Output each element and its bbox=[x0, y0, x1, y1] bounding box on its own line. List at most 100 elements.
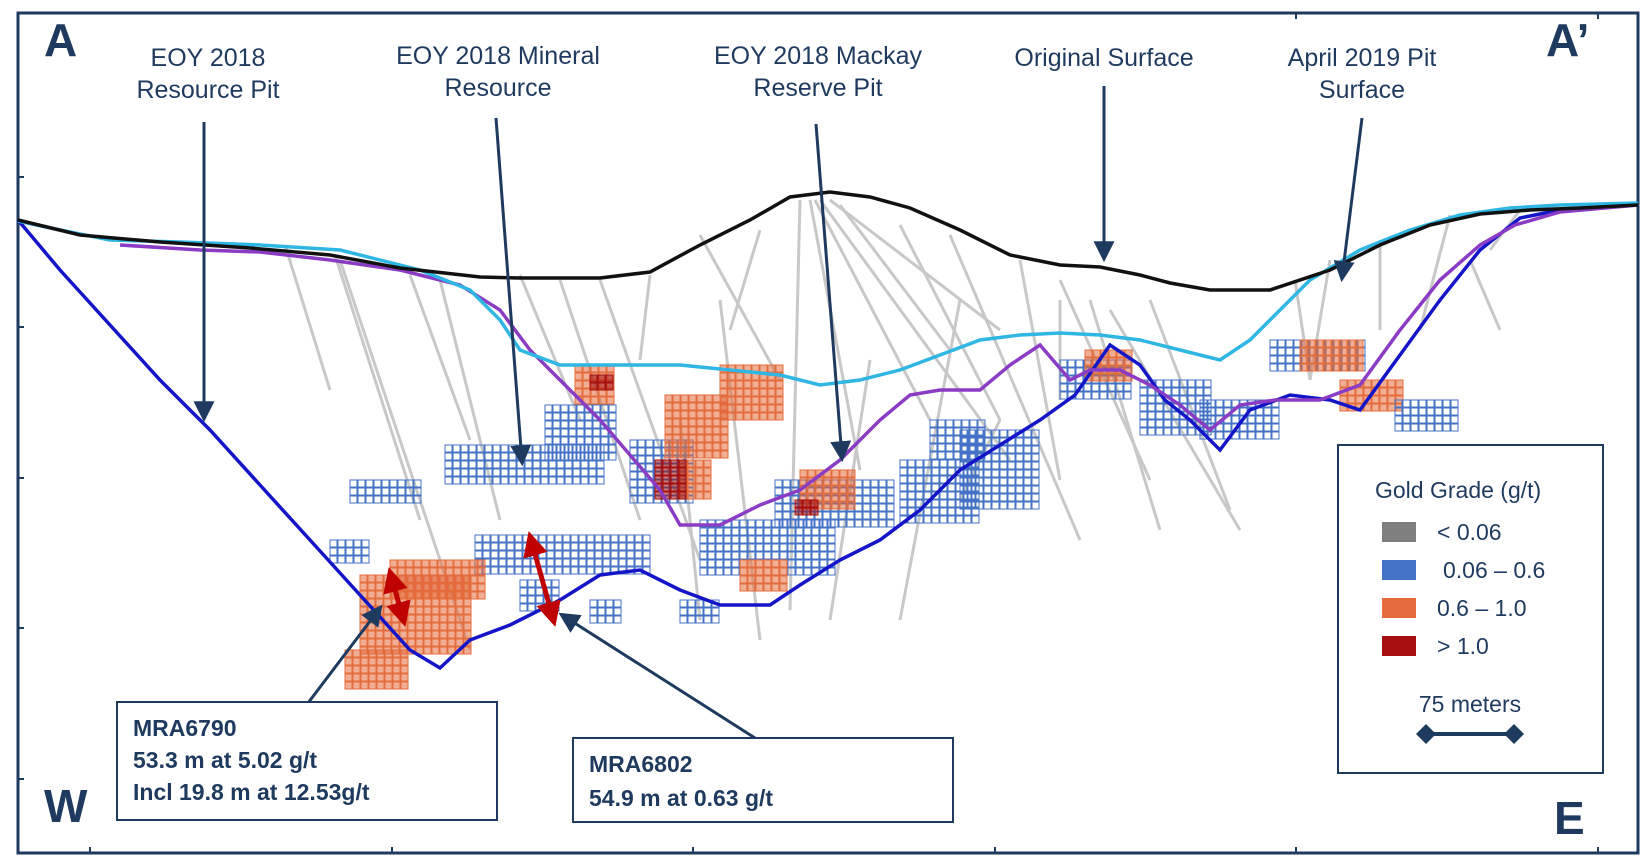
grade-block bbox=[774, 487, 783, 496]
grade-block bbox=[815, 477, 824, 486]
grade-block bbox=[735, 372, 744, 381]
grade-block bbox=[1223, 423, 1232, 432]
grade-block bbox=[823, 493, 832, 502]
grade-block bbox=[963, 515, 972, 524]
grade-block bbox=[415, 606, 424, 615]
grade-block bbox=[831, 469, 840, 478]
grade-block bbox=[375, 590, 384, 599]
grade-block bbox=[847, 469, 856, 478]
callout-text: Resource bbox=[445, 74, 552, 102]
grade-block bbox=[582, 388, 591, 397]
grade-block bbox=[1015, 437, 1024, 446]
drillhole-trace bbox=[1418, 214, 1452, 331]
grade-block bbox=[381, 479, 390, 488]
grade-block bbox=[1015, 501, 1024, 510]
grade-block bbox=[878, 487, 887, 496]
grade-block bbox=[703, 491, 712, 500]
grade-block bbox=[508, 468, 517, 477]
grade-block bbox=[597, 382, 606, 391]
grade-block bbox=[1108, 373, 1117, 382]
grade-block bbox=[1247, 431, 1256, 440]
grade-block bbox=[664, 442, 673, 451]
grade-block bbox=[1410, 415, 1419, 424]
grade-block bbox=[337, 547, 346, 556]
grade-block bbox=[461, 559, 470, 568]
grade-block bbox=[870, 495, 879, 504]
grade-block bbox=[975, 469, 984, 478]
grade-block bbox=[329, 547, 338, 556]
legend-title: Gold Grade (g/t) bbox=[1375, 477, 1541, 503]
grade-block bbox=[704, 394, 713, 403]
grade-block bbox=[991, 501, 1000, 510]
grade-block bbox=[1323, 363, 1332, 372]
grade-block bbox=[670, 459, 679, 468]
grade-block bbox=[586, 558, 595, 567]
callout-original-surface: Original Surface bbox=[1014, 44, 1194, 263]
grade-block bbox=[407, 574, 416, 583]
grade-block bbox=[381, 487, 390, 496]
grade-block bbox=[500, 476, 509, 485]
grade-block bbox=[586, 550, 595, 559]
grade-block bbox=[1139, 403, 1148, 412]
grade-block bbox=[688, 410, 697, 419]
grade-block bbox=[439, 630, 448, 639]
grade-block bbox=[1023, 461, 1032, 470]
grade-block bbox=[415, 614, 424, 623]
grade-block bbox=[482, 550, 491, 559]
grade-block bbox=[695, 459, 704, 468]
grade-block bbox=[570, 550, 579, 559]
grade-block bbox=[1203, 387, 1212, 396]
grade-block bbox=[715, 567, 724, 576]
grade-block bbox=[532, 452, 541, 461]
grade-block bbox=[1277, 363, 1286, 372]
grade-block bbox=[687, 459, 696, 468]
grade-block bbox=[439, 622, 448, 631]
grade-block bbox=[360, 665, 369, 674]
grade-block bbox=[899, 507, 908, 516]
grade-block bbox=[1031, 445, 1040, 454]
callout-text: Surface bbox=[1319, 76, 1405, 104]
drillhole-trace bbox=[598, 279, 702, 561]
grade-block bbox=[1269, 347, 1278, 356]
grade-block bbox=[367, 638, 376, 647]
grade-block bbox=[977, 435, 986, 444]
grade-block bbox=[763, 519, 772, 528]
grade-block bbox=[407, 614, 416, 623]
grade-block bbox=[477, 559, 486, 568]
grade-block bbox=[975, 461, 984, 470]
grade-block bbox=[562, 558, 571, 567]
grade-block bbox=[727, 404, 736, 413]
grade-block bbox=[477, 575, 486, 584]
grade-block bbox=[747, 527, 756, 536]
grade-block bbox=[1339, 347, 1348, 356]
intercept-hole-id: MRA6790 bbox=[133, 715, 237, 741]
grade-block bbox=[664, 402, 673, 411]
grade-block bbox=[570, 542, 579, 551]
grade-block bbox=[376, 673, 385, 682]
grade-block bbox=[1363, 387, 1372, 396]
intercept-result: 53.3 m at 5.02 g/t bbox=[133, 747, 317, 773]
grade-block bbox=[680, 434, 689, 443]
grade-block bbox=[405, 559, 414, 568]
grade-block bbox=[376, 665, 385, 674]
grade-block bbox=[969, 427, 978, 436]
grade-block bbox=[463, 630, 472, 639]
grade-block bbox=[680, 402, 689, 411]
grade-block bbox=[654, 475, 663, 484]
grade-block bbox=[654, 467, 663, 476]
grade-block bbox=[560, 404, 569, 413]
grade-block bbox=[1277, 339, 1286, 348]
grade-block bbox=[1394, 423, 1403, 432]
grade-block bbox=[357, 487, 366, 496]
grade-block bbox=[506, 558, 515, 567]
callout-april-2019-pit-surface: April 2019 Pit Surface bbox=[1288, 44, 1436, 283]
grade-block bbox=[999, 493, 1008, 502]
grade-block bbox=[1083, 391, 1092, 400]
grade-block bbox=[703, 467, 712, 476]
grade-block bbox=[1355, 355, 1364, 364]
grade-block bbox=[755, 543, 764, 552]
grade-block bbox=[482, 542, 491, 551]
grade-block bbox=[397, 479, 406, 488]
grade-block bbox=[771, 583, 780, 592]
grade-block bbox=[1247, 423, 1256, 432]
